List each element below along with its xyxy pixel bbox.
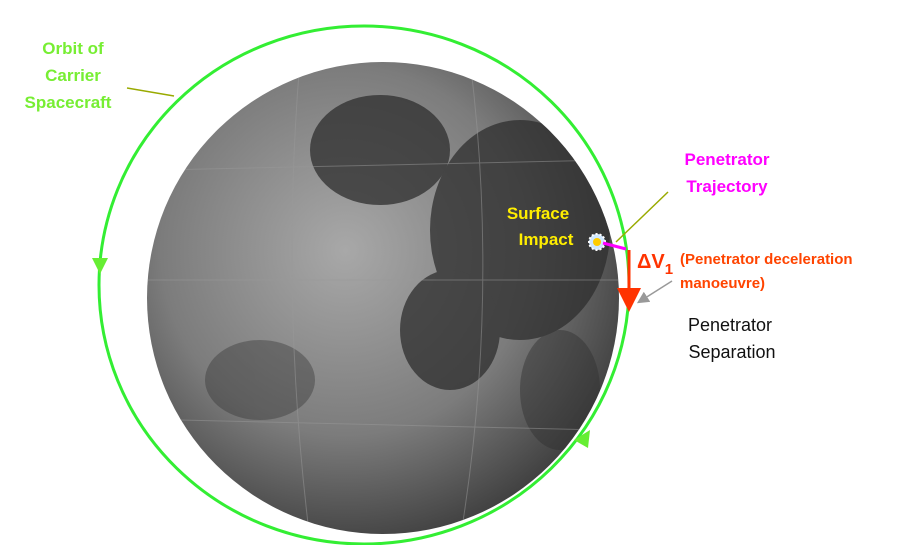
label-line: manoeuvre) [680, 275, 765, 292]
impact-label: Surface Impact [507, 204, 574, 249]
orbit-arrow [92, 258, 108, 274]
label-line: Orbit of [42, 39, 104, 58]
trajectory-line [602, 241, 627, 251]
trajectory-label: Penetrator Trajectory [684, 150, 769, 196]
label-line: Separation [688, 342, 775, 362]
label-line: Penetrator [684, 150, 769, 169]
orbit-label: Orbit of Carrier Spacecraft [25, 39, 112, 112]
label-line: (Penetrator deceleration [680, 251, 853, 268]
impact-star [588, 233, 606, 251]
leader-line [615, 191, 669, 243]
label-line: Impact [519, 230, 574, 249]
manoeuvre-label: (Penetrator deceleration manoeuvre) [680, 251, 853, 292]
label-line: Penetrator [688, 315, 772, 335]
label-line: Trajectory [686, 177, 768, 196]
delta-v-subscript: 1 [665, 261, 673, 278]
leader-line [126, 87, 175, 97]
orbit-arrow [574, 430, 590, 448]
label-line: Carrier [45, 66, 101, 85]
separation-label: Penetrator Separation [688, 315, 776, 362]
delta-v-label: ΔV1 [637, 251, 673, 278]
separation-arrow [636, 280, 673, 304]
label-line: Spacecraft [25, 93, 112, 112]
moon [147, 62, 619, 534]
delta-v-symbol: ΔV [637, 251, 665, 273]
label-line: Surface [507, 204, 569, 223]
